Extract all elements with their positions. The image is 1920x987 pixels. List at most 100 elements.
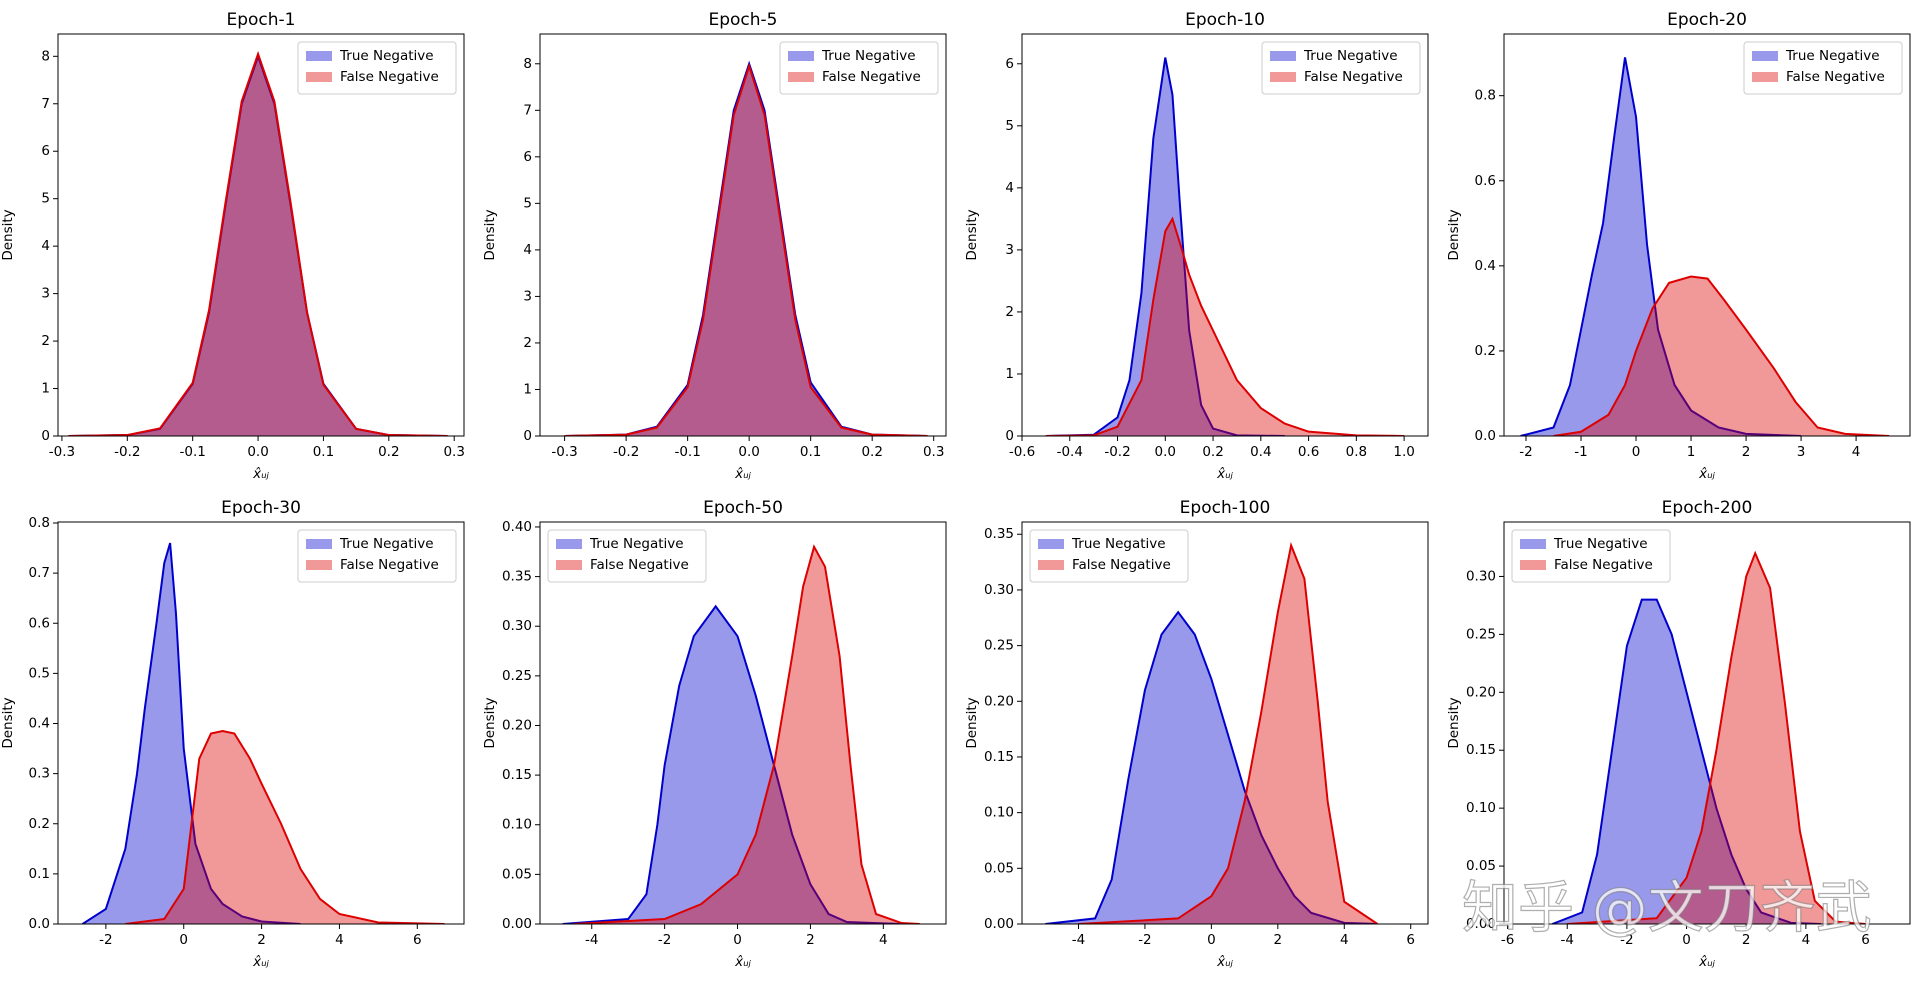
y-tick-label: 0.2: [1475, 343, 1496, 359]
x-tick-label: 1.0: [1393, 444, 1414, 460]
y-tick-label: 8: [523, 56, 532, 72]
x-axis-label: x̂ᵤⱼ: [734, 954, 751, 970]
x-tick-label: -0.1: [180, 444, 206, 460]
density-line: [562, 604, 902, 924]
legend-label: False Negative: [822, 69, 921, 85]
density-line: [573, 544, 920, 924]
legend-label: False Negative: [340, 69, 439, 85]
density-area: [1045, 612, 1378, 924]
y-tick-label: 0.6: [1475, 173, 1496, 189]
y-tick-label: 5: [41, 191, 50, 207]
legend-box: [779, 41, 939, 95]
legend-swatch: [306, 51, 332, 61]
axes-frame: [57, 33, 465, 437]
legend-label: False Negative: [1304, 69, 1403, 85]
y-tick-label: 7: [523, 102, 532, 118]
density-area: [1553, 276, 1890, 436]
y-tick-label: 0.10: [984, 805, 1014, 821]
x-tick-label: -2: [1519, 444, 1532, 460]
y-tick-label: 1: [523, 381, 532, 397]
x-tick-label: -0.3: [49, 444, 75, 460]
y-tick-label: 0: [1005, 428, 1014, 444]
legend: True Negative False Negative: [297, 529, 457, 583]
density-area: [564, 66, 928, 436]
y-axis-label: Density: [0, 209, 16, 260]
x-tick-label: 0.3: [923, 444, 944, 460]
x-tick-label: 0.4: [1250, 444, 1271, 460]
y-tick-label: 0.25: [984, 638, 1014, 654]
density-line: [1045, 216, 1405, 436]
y-tick-label: 2: [41, 333, 50, 349]
x-tick-label: 0.1: [800, 444, 821, 460]
x-tick-label: -1: [1574, 444, 1587, 460]
y-tick-label: 0.20: [984, 693, 1014, 709]
y-axis-label: Density: [0, 697, 16, 748]
y-tick-label: 0.05: [502, 866, 532, 882]
axes-frame: [539, 521, 947, 925]
legend-box: [297, 529, 457, 583]
legend-label: False Negative: [590, 557, 689, 573]
density-area: [1045, 57, 1285, 436]
subplot: -0.6 -0.4 -0.2 0.0 0.2 0.4 0.6 0.8 1.0 0 1 2 3 4 5 6 Epo…: [964, 10, 1429, 482]
x-axis-label: x̂ᵤⱼ: [1698, 466, 1715, 482]
y-tick-label: 0.20: [1466, 684, 1496, 700]
y-axis-label: Density: [964, 209, 980, 260]
x-tick-label: 6: [1406, 932, 1415, 948]
y-tick-label: 0.00: [1466, 916, 1496, 932]
x-tick-label: 2: [1274, 932, 1283, 948]
x-tick-label: 4: [335, 932, 344, 948]
x-tick-label: -0.2: [613, 444, 639, 460]
y-tick-label: 3: [523, 288, 532, 304]
x-axis-label: x̂ᵤⱼ: [1216, 466, 1233, 482]
x-axis-label: x̂ᵤⱼ: [252, 466, 269, 482]
y-axis-label: Density: [1446, 209, 1462, 260]
y-tick-label: 0.30: [984, 582, 1014, 598]
y-tick-label: 0.15: [984, 749, 1014, 765]
axes-frame: [1021, 33, 1429, 437]
legend-box: [1029, 529, 1189, 583]
subplot: -0.3 -0.2 -0.1 0.0 0.1 0.2 0.3 0 1 2 3 4 5 6 7 8 Epoch-5…: [482, 10, 947, 482]
subplot-title: Epoch-200: [1662, 498, 1753, 518]
density-area: [68, 56, 448, 436]
y-tick-label: 1: [1005, 366, 1014, 382]
y-tick-label: 7: [41, 96, 50, 112]
y-tick-label: 0.0: [29, 916, 50, 932]
x-tick-label: 0.8: [1346, 444, 1367, 460]
x-tick-label: 0.0: [247, 444, 268, 460]
legend-swatch: [306, 72, 332, 82]
y-tick-label: 3: [1005, 242, 1014, 258]
x-axis-label: x̂ᵤⱼ: [1216, 954, 1233, 970]
density-area: [562, 606, 902, 924]
x-tick-label: 2: [1742, 932, 1751, 948]
subplot: -2 -1 0 1 2 3 4 0.0 0.2 0.4 0.6 0.8 Epoch-20 x̂ᵤⱼ Dens…: [1446, 10, 1911, 482]
y-tick-label: 0: [41, 428, 50, 444]
y-axis-label: Density: [482, 209, 498, 260]
subplot-title: Epoch-10: [1185, 10, 1265, 30]
x-tick-label: 2: [806, 932, 815, 948]
x-axis-label: x̂ᵤⱼ: [252, 954, 269, 970]
density-line: [1078, 541, 1379, 924]
y-tick-label: 0.30: [1466, 568, 1496, 584]
density-line: [1551, 598, 1821, 924]
x-tick-label: 0: [733, 932, 742, 948]
x-tick-label: -2: [1138, 932, 1151, 948]
density-area: [82, 543, 301, 924]
legend: True Negative False Negative: [297, 41, 457, 95]
x-tick-label: -0.1: [674, 444, 700, 460]
x-tick-label: 0.0: [738, 444, 759, 460]
legend-label: True Negative: [1785, 48, 1880, 64]
legend-label: False Negative: [1786, 69, 1885, 85]
legend: True Negative False Negative: [1029, 529, 1189, 583]
legend-swatch: [1270, 51, 1296, 61]
x-axis-label: x̂ᵤⱼ: [1698, 954, 1715, 970]
x-tick-label: 4: [879, 932, 888, 948]
axes-frame: [1503, 33, 1911, 437]
y-tick-label: 2: [1005, 304, 1014, 320]
axes-frame: [57, 521, 465, 925]
x-tick-label: 0: [1207, 932, 1216, 948]
legend: True Negative False Negative: [1511, 529, 1671, 583]
legend-box: [1261, 41, 1421, 95]
density-line: [1520, 57, 1802, 436]
y-tick-label: 6: [41, 143, 50, 159]
